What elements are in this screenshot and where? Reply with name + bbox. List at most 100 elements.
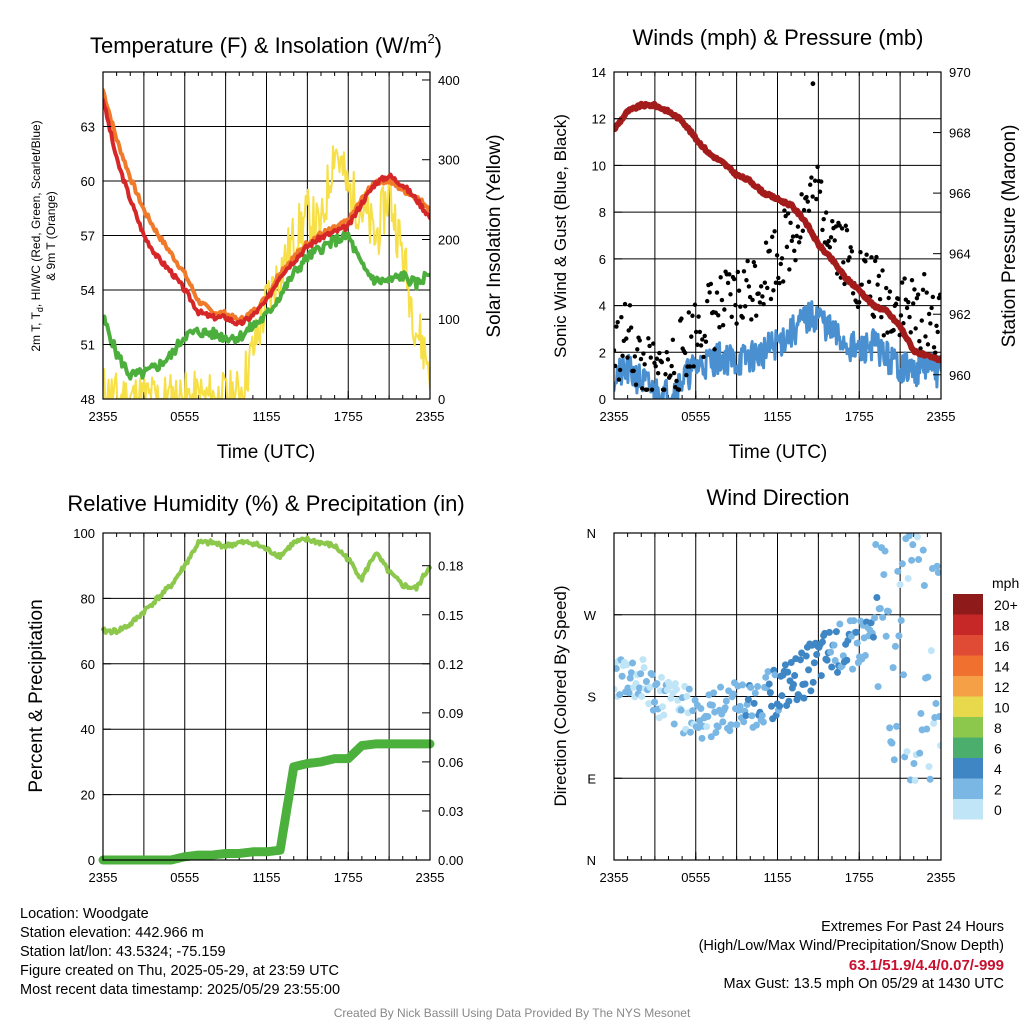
direction-point — [659, 703, 667, 711]
direction-point — [927, 647, 935, 655]
direction-point — [660, 711, 668, 719]
direction-point — [726, 727, 734, 735]
direction-point — [740, 718, 748, 726]
direction-point — [898, 560, 906, 568]
gust-point — [794, 233, 799, 239]
x-tick-label: 1155 — [764, 409, 792, 424]
y-tick-label: 60 — [81, 657, 95, 672]
legend-swatch — [953, 696, 983, 717]
x-tick-label: 0555 — [681, 870, 710, 885]
gust-point — [928, 321, 933, 326]
direction-point — [640, 664, 648, 672]
x-tick-label: 2355 — [927, 870, 956, 885]
plot-frame — [613, 71, 942, 400]
gust-point — [792, 248, 797, 253]
gust-point — [749, 317, 754, 322]
direction-chart-title: Wind Direction — [706, 485, 849, 510]
humidity-y-label: Percent & Precipitation — [26, 599, 47, 792]
gust-point — [707, 290, 712, 295]
direction-point — [714, 723, 722, 731]
gust-point — [931, 345, 937, 350]
direction-point — [934, 568, 941, 576]
y2-tick-label: 0.12 — [438, 657, 463, 672]
gust-point — [847, 255, 852, 260]
gust-point — [704, 298, 710, 304]
temp-y2-label: Solar Insolation (Yellow) — [484, 134, 505, 337]
gust-point — [793, 257, 798, 263]
gust-point — [912, 287, 917, 292]
y-tick-label: 20 — [81, 788, 95, 803]
temp-x-label: Time (UTC) — [217, 442, 316, 463]
gust-point — [819, 179, 824, 184]
direction-point — [776, 702, 784, 710]
direction-point — [861, 652, 869, 660]
direction-point — [653, 680, 661, 688]
direction-point — [802, 652, 810, 660]
direction-point — [625, 689, 633, 697]
direction-point — [686, 728, 694, 736]
gust-point — [731, 276, 737, 282]
gust-point — [745, 258, 750, 264]
direction-point — [879, 613, 887, 621]
gust-point — [700, 337, 705, 342]
gust-point — [827, 245, 833, 250]
direction-point — [832, 628, 840, 636]
direction-point — [703, 723, 711, 731]
gust-point — [864, 252, 869, 257]
gust-point — [631, 368, 636, 374]
gust-point — [746, 284, 752, 289]
direction-point — [932, 700, 940, 708]
y-tick-label: 14 — [592, 65, 606, 80]
gust-point — [708, 281, 714, 287]
direction-point — [739, 681, 747, 689]
gust-point — [776, 275, 781, 281]
gust-point — [904, 305, 910, 311]
gust-point — [733, 302, 738, 308]
direction-point — [648, 671, 656, 679]
gust-point — [718, 275, 723, 280]
direction-point — [843, 656, 851, 664]
direction-point — [722, 697, 730, 705]
extremes-info: Extremes For Past 24 Hours (High/Low/Max… — [699, 918, 1004, 994]
direction-point — [762, 673, 770, 681]
x-tick-label: 2355 — [600, 409, 629, 424]
gust-point — [874, 254, 879, 260]
gust-point — [662, 387, 667, 392]
direction-point — [925, 763, 933, 771]
gust-point — [722, 307, 727, 312]
gust-point — [920, 287, 926, 292]
legend-swatch — [953, 635, 983, 656]
legend-swatch — [953, 717, 983, 738]
direction-point — [787, 659, 795, 667]
direction-point — [729, 690, 737, 698]
gust-point — [935, 329, 940, 335]
direction-point — [809, 678, 817, 686]
y-tick-label: 6 — [599, 252, 606, 267]
direction-point — [872, 541, 880, 549]
x-tick-label: 1155 — [253, 409, 281, 424]
humidity-plot: 2355 0555 1155 1755 2355 0 20 40 60 80 100 0.00 0.03… — [73, 526, 463, 885]
gust-point — [801, 207, 807, 213]
gust-point — [687, 364, 693, 369]
direction-point — [889, 664, 897, 672]
gust-point — [936, 295, 941, 301]
gust-point — [821, 216, 826, 222]
direction-point — [901, 753, 909, 761]
direction-point — [768, 702, 776, 710]
gust-point — [679, 316, 684, 321]
x-tick-label: 2355 — [600, 870, 629, 885]
gust-point — [884, 285, 889, 291]
direction-point — [880, 571, 888, 579]
gust-point — [664, 349, 669, 355]
direction-point — [933, 562, 941, 570]
y2-tick-label: 0.15 — [438, 608, 463, 623]
gust-point — [720, 322, 726, 328]
gust-point — [844, 227, 850, 233]
gust-point — [624, 336, 629, 341]
plot-frame — [613, 532, 942, 861]
gust-point — [887, 289, 893, 294]
humidity-chart-title: Relative Humidity (%) & Precipitation (i… — [67, 491, 464, 516]
gust-point — [668, 373, 673, 378]
gust-point — [729, 314, 734, 319]
